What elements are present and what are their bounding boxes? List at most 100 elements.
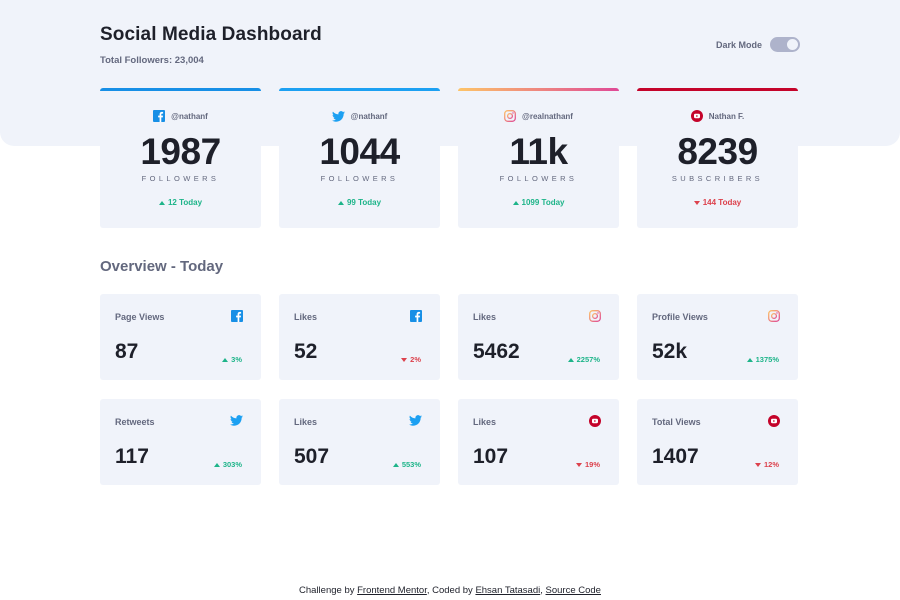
- footer-middle: , Coded by: [426, 585, 476, 596]
- overview-metric-change: 3%: [222, 355, 242, 364]
- follower-count: 8239: [677, 131, 758, 172]
- overview-metric-value: 1407: [652, 445, 699, 468]
- footer-sep: ,: [540, 585, 546, 596]
- arrow-down-icon: [401, 357, 408, 362]
- twitter-icon: [409, 415, 422, 426]
- instagram-icon: [589, 310, 601, 322]
- card-accent-bar: [279, 88, 440, 91]
- overview-metric-label: Likes: [473, 417, 497, 427]
- overview-metric-value: 87: [115, 340, 139, 363]
- arrow-down-icon: [693, 200, 700, 205]
- overview-metric-label: Total Views: [652, 417, 701, 427]
- handle-row: Nathan F.: [637, 109, 798, 123]
- overview-metric-label: Retweets: [115, 417, 155, 427]
- overview-card[interactable]: Likes 52 2%: [279, 294, 440, 380]
- follower-card-youtube[interactable]: Nathan F. 8239 SUBSCRIBERS 144 Today: [637, 88, 798, 228]
- facebook-icon: [153, 110, 166, 122]
- overview-grid: Page Views 87 3% Likes 52 2% Likes 5462 2257%…: [100, 294, 800, 485]
- handle-row: @nathanf: [279, 109, 440, 123]
- follower-label: FOLLOWERS: [320, 174, 399, 183]
- overview-card[interactable]: Total Views 1407 12%: [637, 399, 798, 485]
- follower-count: 1987: [140, 131, 221, 172]
- overview-card[interactable]: Likes 5462 2257%: [458, 294, 619, 380]
- overview-metric-label: Likes: [473, 312, 497, 322]
- facebook-icon: [231, 310, 243, 322]
- today-change: 144 Today: [637, 198, 798, 207]
- change-percent: 2%: [410, 355, 421, 364]
- footer-prefix: Challenge by: [299, 585, 358, 596]
- attribution-footer: Challenge by Frontend Mentor, Coded by E…: [0, 585, 900, 596]
- follower-card-facebook[interactable]: @nathanf 1987 FOLLOWERS 12 Today: [100, 88, 261, 228]
- account-handle: @realnathanf: [522, 111, 573, 121]
- change-percent: 1375%: [755, 355, 779, 364]
- card-accent-bar: [637, 88, 798, 91]
- overview-metric-value: 507: [294, 445, 330, 468]
- card-accent-bar: [458, 88, 619, 91]
- overview-metric-value: 52k: [652, 340, 688, 363]
- frontend-mentor-link[interactable]: Frontend Mentor: [357, 585, 427, 596]
- change-percent: 12%: [763, 460, 779, 469]
- instagram-icon: [504, 110, 516, 122]
- follower-card-instagram[interactable]: @realnathanf 11k FOLLOWERS 1099 Today: [458, 88, 619, 228]
- overview-metric-change: 553%: [392, 460, 421, 469]
- account-handle: @nathanf: [171, 111, 208, 121]
- dashboard-header: Social Media Dashboard Total Followers: …: [100, 24, 800, 68]
- facebook-icon: [410, 310, 422, 322]
- dark-mode-label: Dark Mode: [715, 39, 762, 50]
- youtube-icon: [768, 415, 780, 427]
- dark-mode-toggle[interactable]: [770, 37, 800, 52]
- overview-metric-change: 2%: [401, 355, 421, 364]
- overview-card[interactable]: Profile Views 52k 1375%: [637, 294, 798, 380]
- toggle-knob: [787, 39, 798, 50]
- account-handle: Nathan F.: [708, 111, 745, 121]
- arrow-up-icon: [222, 357, 229, 362]
- overview-metric-value: 5462: [473, 340, 520, 363]
- page-title: Social Media Dashboard: [100, 24, 322, 45]
- account-handle: @nathanf: [350, 111, 388, 121]
- dark-mode-control: Dark Mode: [716, 37, 800, 52]
- overview-title: Overview - Today: [100, 258, 224, 275]
- change-percent: 2257%: [576, 355, 600, 364]
- overview-metric-change: 2257%: [567, 355, 600, 364]
- follower-label: FOLLOWERS: [499, 174, 578, 183]
- change-percent: 303%: [222, 460, 242, 469]
- handle-row: @realnathanf: [458, 109, 619, 123]
- today-change-value: 1099 Today: [521, 198, 565, 207]
- source-code-link[interactable]: Source Code: [545, 585, 601, 596]
- handle-row: @nathanf: [100, 109, 261, 123]
- overview-metric-change: 19%: [575, 460, 600, 469]
- author-link[interactable]: Ehsan Tatasadi: [475, 585, 541, 596]
- arrow-up-icon: [746, 357, 753, 362]
- today-change-value: 12 Today: [167, 198, 203, 207]
- overview-metric-label: Profile Views: [652, 312, 708, 322]
- overview-card[interactable]: Page Views 87 3%: [100, 294, 261, 380]
- today-change: 12 Today: [100, 198, 261, 207]
- arrow-up-icon: [392, 462, 399, 467]
- follower-card-twitter[interactable]: @nathanf 1044 FOLLOWERS 99 Today: [279, 88, 440, 228]
- overview-metric-value: 117: [115, 445, 149, 468]
- arrow-down-icon: [754, 462, 761, 467]
- arrow-up-icon: [337, 200, 344, 205]
- arrow-up-icon: [567, 357, 574, 362]
- arrow-up-icon: [512, 200, 519, 205]
- youtube-icon: [690, 110, 703, 122]
- overview-metric-change: 1375%: [746, 355, 779, 364]
- arrow-up-icon: [158, 200, 165, 205]
- change-percent: 3%: [231, 355, 242, 364]
- change-percent: 19%: [584, 460, 600, 469]
- today-change-value: 144 Today: [702, 198, 742, 207]
- follower-label: SUBSCRIBERS: [671, 174, 764, 183]
- arrow-up-icon: [213, 462, 220, 467]
- card-accent-bar: [100, 88, 261, 91]
- youtube-icon: [589, 415, 601, 427]
- overview-card[interactable]: Likes 507 553%: [279, 399, 440, 485]
- overview-metric-label: Likes: [294, 417, 318, 427]
- twitter-icon: [230, 415, 243, 426]
- twitter-icon: [331, 110, 345, 122]
- overview-card[interactable]: Retweets 117 303%: [100, 399, 261, 485]
- follower-count: 1044: [319, 131, 400, 172]
- instagram-icon: [768, 310, 780, 322]
- overview-card[interactable]: Likes 107 19%: [458, 399, 619, 485]
- overview-metric-value: 52: [294, 340, 318, 363]
- today-change: 1099 Today: [458, 198, 619, 207]
